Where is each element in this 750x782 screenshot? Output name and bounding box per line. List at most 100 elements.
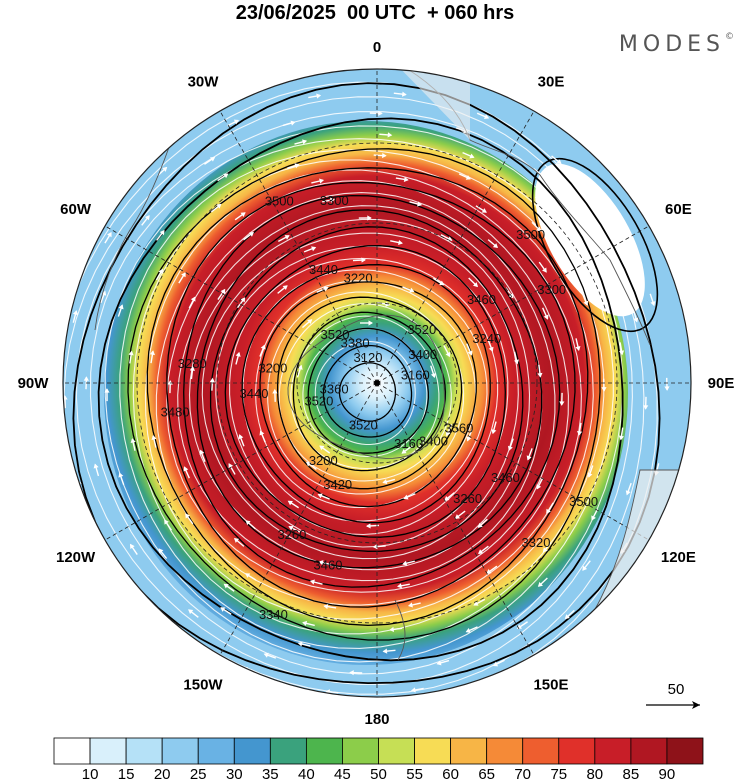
wind-arrow <box>486 565 498 574</box>
wind-arrow <box>323 604 337 610</box>
meridian-line <box>376 382 650 541</box>
page-title: 23/06/2025 00 UTC + 060 hrs <box>235 2 515 24</box>
wind-arrow <box>277 285 288 294</box>
contour-label-text: 3520 <box>349 418 378 433</box>
colorbar-label: 35 <box>262 766 279 782</box>
wind-arrow <box>587 465 594 478</box>
colorbar-swatch <box>161 737 199 765</box>
streamline <box>188 218 531 571</box>
reference-vector-label: 50 <box>668 681 685 698</box>
contour-label: 3120 <box>354 350 383 365</box>
colorbar-label: 15 <box>118 766 135 782</box>
contour-label-text: 3320 <box>522 535 551 550</box>
brand-text: MODES <box>618 32 725 57</box>
longitude-label: 90W <box>18 375 50 392</box>
colorbar-swatch <box>89 737 127 765</box>
contour-line <box>146 167 589 627</box>
wind-arrow <box>468 277 479 288</box>
wind-arrow <box>238 434 245 447</box>
contour-line <box>196 209 543 569</box>
contour-line <box>241 264 491 524</box>
contour-label: 3160 <box>394 436 423 451</box>
wind-arrow <box>407 602 421 608</box>
wind-arrow <box>526 448 533 461</box>
contour-line <box>338 362 397 422</box>
wind-arrow <box>245 520 256 530</box>
contour-label: 3280 <box>178 356 207 371</box>
meridian-line <box>219 382 378 656</box>
contour-label: 3520 <box>304 394 333 409</box>
wind-arrows <box>63 91 670 695</box>
longitude-label: 150W <box>183 676 223 693</box>
contour-label: 3520 <box>321 327 350 342</box>
wind-arrow <box>625 482 632 496</box>
wind-arrow <box>317 493 330 500</box>
contour-label-text: 3440 <box>309 262 338 277</box>
contour-label: 3500 <box>516 227 545 242</box>
wind-arrow <box>188 296 196 309</box>
wind-arrow <box>537 364 543 378</box>
contour-label: 3380 <box>341 336 370 351</box>
longitude-label: 120E <box>661 549 696 566</box>
colorbar-swatch <box>558 737 596 765</box>
colorbar-swatch <box>342 737 379 765</box>
contour-line <box>224 245 506 538</box>
wind-arrow <box>308 93 322 99</box>
wind-arrow <box>223 583 235 592</box>
streamline <box>177 205 543 582</box>
wind-arrow <box>632 309 639 323</box>
wind-arrow <box>538 261 547 273</box>
colorbar-label: 25 <box>190 766 207 782</box>
longitude-label: 90E <box>708 375 735 392</box>
contour-label-text: 3520 <box>304 394 333 409</box>
colorbar-label: 10 <box>82 766 99 782</box>
map-disc: 3120 3160 3160 3200 3200 3220 3240 3260 3260 3280… <box>63 69 691 697</box>
contour-label-text: 3120 <box>354 350 383 365</box>
wind-arrow <box>228 463 236 475</box>
wind-arrow <box>401 445 413 454</box>
streamline <box>215 245 509 548</box>
contour-label-text: 3460 <box>467 292 496 307</box>
contour-label: 3400 <box>419 433 448 448</box>
wind-arrow <box>664 377 670 391</box>
contour-label: 3340 <box>259 607 288 622</box>
wind-arrow <box>559 392 565 406</box>
colorbar-label: 20 <box>154 766 171 782</box>
colorbar: 10 15 20 25 30 35 40 45 50 55 60 65 70 75 80 85 90 <box>53 737 704 782</box>
colorbar-label: 30 <box>226 766 243 782</box>
wind-arrow <box>245 573 257 581</box>
wind-arrow <box>237 297 246 309</box>
contour-label: 3460 <box>314 557 343 572</box>
contour-label-text: 3500 <box>569 494 598 509</box>
wind-arrow <box>157 166 168 177</box>
contour-label-text: 3500 <box>265 194 294 209</box>
contour-label: 3560 <box>444 421 473 436</box>
wind-arrow <box>189 366 195 380</box>
wind-arrow <box>513 351 520 365</box>
colorbar-label: 90 <box>659 766 676 782</box>
contour-label-text: 3160 <box>401 368 430 383</box>
wind-arrow <box>199 449 206 463</box>
wind-arrow <box>610 217 619 229</box>
weak-wind-area <box>535 163 645 317</box>
meridian-line <box>219 110 378 384</box>
contour-label-text: 3400 <box>408 347 437 362</box>
wind-arrow <box>395 176 409 182</box>
wind-arrow <box>432 277 445 286</box>
wind-arrow <box>277 235 290 243</box>
wind-arrow <box>582 560 591 571</box>
wind-arrow <box>183 466 190 479</box>
pole-marker <box>374 380 380 386</box>
contour-label: 3420 <box>323 477 352 492</box>
contour-label-text: 3300 <box>537 282 566 297</box>
colorbar-swatch <box>378 737 415 765</box>
contour-label: 3500 <box>569 494 598 509</box>
wind-arrow <box>444 492 455 501</box>
longitude-label: 150E <box>533 676 568 693</box>
wind-arrow <box>104 231 112 244</box>
map-border <box>62 68 692 698</box>
colorbar-label: 70 <box>514 766 531 782</box>
wind-arrow <box>360 320 373 326</box>
contour-line <box>97 117 624 662</box>
